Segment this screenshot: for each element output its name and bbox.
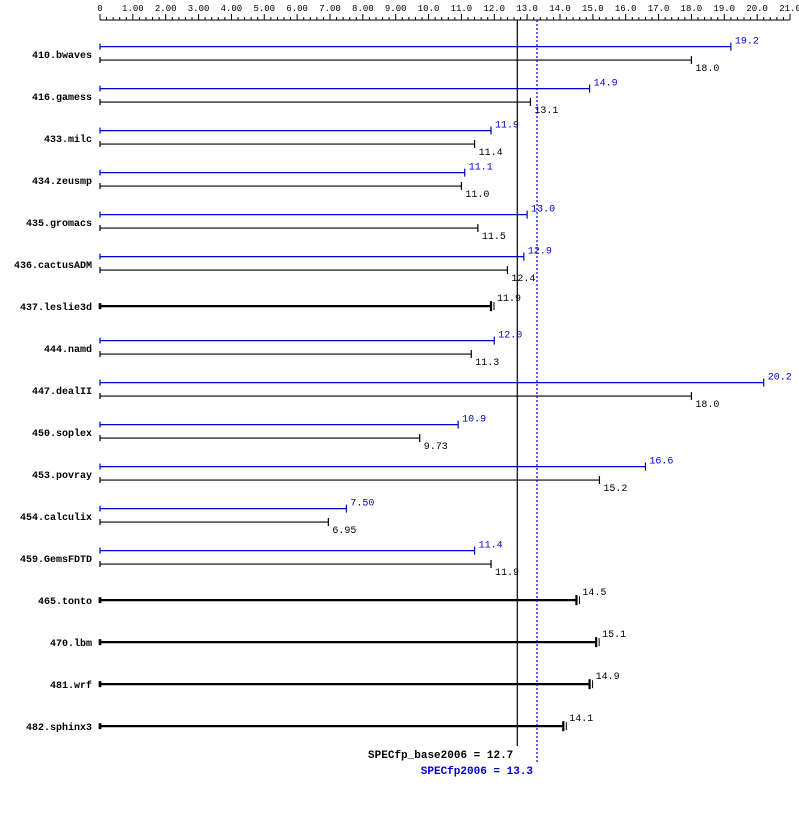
x-tick-label: 0 [97,4,102,14]
reference-label: SPECfp_base2006 = 12.7 [368,750,513,762]
x-tick-label: 16.0 [615,4,637,14]
x-tick-label: 2.00 [155,4,177,14]
x-tick-label: 7.00 [319,4,341,14]
benchmark-label: 482.sphinx3 [26,722,92,734]
x-tick-label: 21.0 [779,4,799,14]
base-value: 9.73 [424,442,448,453]
base-value: 18.0 [695,400,719,411]
x-tick-label: 18.0 [681,4,703,14]
x-tick-label: 11.0 [451,4,473,14]
benchmark-label: 433.milc [44,134,92,146]
x-tick-label: 19.0 [713,4,735,14]
base-value: 11.3 [475,358,499,369]
peak-value: 11.1 [469,163,493,174]
peak-value: 20.2 [768,373,792,384]
base-value: 15.2 [603,484,627,495]
peak-value: 10.9 [462,415,486,426]
benchmark-label: 416.gamess [32,93,92,104]
peak-value: 12.9 [528,247,552,258]
chart-bg [0,0,799,831]
benchmark-label: 410.bwaves [32,50,92,62]
specfp-chart: 0 1.00 2.00 3.00 4.00 5.00 6.00 7.00 8.00 9.00 10.… [0,0,799,831]
benchmark-label: 465.tonto [38,597,92,608]
x-tick-label: 1.00 [122,4,144,14]
benchmark-label: 437.leslie3d [20,302,92,314]
base-value: 11.4 [479,148,503,159]
x-tick-label: 20.0 [746,4,768,14]
x-tick-label: 9.00 [385,4,407,14]
peak-value: 11.9 [495,121,519,132]
reference-label: SPECfp2006 = 13.3 [421,766,534,778]
x-tick-label: 14.0 [549,4,571,14]
benchmark-label: 436.cactusADM [14,261,92,272]
base-value: 11.0 [465,190,489,201]
peak-value: 7.50 [350,499,374,510]
base-value: 13.1 [534,106,558,117]
x-tick-label: 10.0 [418,4,440,14]
single-value: 15.1 [602,630,626,641]
peak-value: 11.4 [479,541,503,552]
x-tick-label: 13.0 [516,4,538,14]
x-tick-label: 8.00 [352,4,374,14]
base-value: 11.9 [495,568,519,579]
benchmark-label: 435.gromacs [26,219,92,230]
single-value: 14.5 [582,588,606,599]
peak-value: 16.6 [649,457,673,468]
benchmark-label: 447.dealII [32,386,92,398]
x-tick-label: 17.0 [648,4,670,14]
x-tick-label: 12.0 [483,4,505,14]
peak-value: 14.9 [594,79,618,90]
peak-value: 19.2 [735,37,759,48]
base-value: 18.0 [695,64,719,75]
base-value: 6.95 [332,526,356,537]
peak-value: 13.0 [531,205,555,216]
base-value: 11.5 [482,232,506,243]
x-tick-label: 6.00 [286,4,308,14]
benchmark-label: 444.namd [44,344,92,356]
x-tick-label: 15.0 [582,4,604,14]
benchmark-label: 450.soplex [32,428,92,440]
benchmark-label: 454.calculix [20,512,92,524]
benchmark-label: 459.GemsFDTD [20,555,92,566]
x-tick-label: 3.00 [188,4,210,14]
single-value: 14.9 [596,672,620,683]
x-tick-label: 5.00 [253,4,275,14]
benchmark-label: 470.lbm [50,638,92,650]
benchmark-label: 434.zeusmp [32,177,92,188]
peak-value: 12.0 [498,331,522,342]
base-value: 12.4 [511,274,535,285]
single-value: 14.1 [569,714,593,725]
x-tick-label: 4.00 [221,4,243,14]
benchmark-label: 453.povray [32,471,92,482]
benchmark-label: 481.wrf [50,680,92,692]
